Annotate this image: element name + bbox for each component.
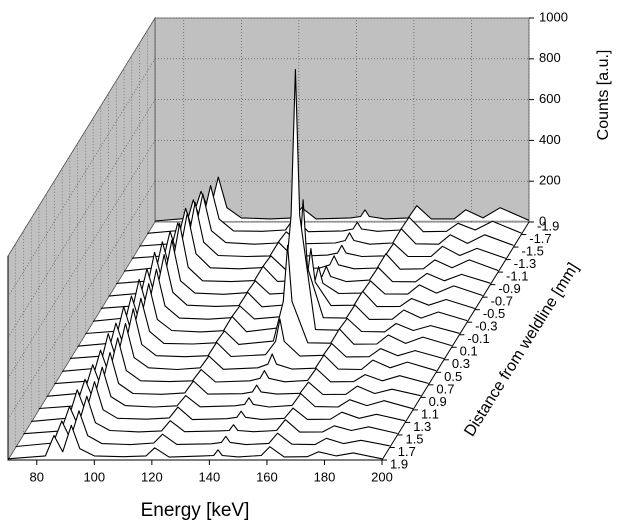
trace (54, 337, 429, 385)
trace (147, 185, 522, 234)
z-tick-label: 0.1 (460, 344, 478, 359)
x-tick-label: 180 (314, 469, 336, 484)
trace (7, 424, 383, 460)
x-tick-label: 200 (371, 469, 393, 484)
x-tick-label: 160 (256, 469, 278, 484)
trace (15, 410, 390, 448)
y-axis-title: Counts [a.u.] (595, 50, 612, 141)
z-tick-label: -1.7 (529, 231, 551, 246)
y-tick-label: 400 (539, 132, 561, 147)
x-tick-label: 80 (30, 469, 44, 484)
y-tick-label: 800 (539, 50, 561, 65)
z-tick-label: 1.7 (398, 444, 416, 459)
trace (131, 201, 506, 259)
z-tick-label: -1.3 (514, 256, 536, 271)
z-tick-label: -0.1 (467, 331, 489, 346)
y-tick-label: 200 (539, 173, 561, 188)
z-tick-label: -1.9 (537, 218, 559, 233)
z-tick-label: 1.9 (390, 456, 408, 471)
z-tick-label: 0.5 (444, 369, 462, 384)
z-tick-label: 1.3 (413, 419, 431, 434)
z-tick-label: -1.1 (506, 269, 528, 284)
y-tick-label: 1000 (539, 9, 568, 24)
trace (124, 212, 499, 272)
z-tick-label: 0.3 (452, 356, 470, 371)
x-tick-label: 140 (199, 469, 221, 484)
z-tick-label: 1.1 (421, 406, 439, 421)
z-tick-label: -0.5 (483, 306, 505, 321)
trace (38, 366, 414, 410)
trace (77, 244, 452, 347)
z-tick-label: -0.9 (498, 281, 520, 296)
z-tick-label: -0.3 (475, 319, 497, 334)
trace (69, 308, 445, 360)
z-tick-label: 0.7 (436, 381, 454, 396)
y-tick-label: 0 (539, 213, 546, 228)
trace (31, 381, 406, 422)
trace (62, 322, 437, 372)
z-tick-label: 1.5 (405, 431, 423, 446)
z-tick-label: -1.5 (522, 243, 544, 258)
axis-line (381, 221, 530, 461)
z-tick-label: 0.9 (429, 394, 447, 409)
y-tick-label: 600 (539, 91, 561, 106)
z-axis-title: Distance from weldline [mm] (461, 260, 582, 439)
z-tick-label: -0.7 (491, 294, 513, 309)
x-tick-label: 120 (141, 469, 163, 484)
x-axis-title: Energy [keV] (141, 500, 250, 521)
trace (46, 351, 421, 397)
trace (139, 193, 514, 247)
trace (154, 176, 530, 222)
trace (23, 395, 398, 435)
x-tick-label: 100 (83, 469, 105, 484)
